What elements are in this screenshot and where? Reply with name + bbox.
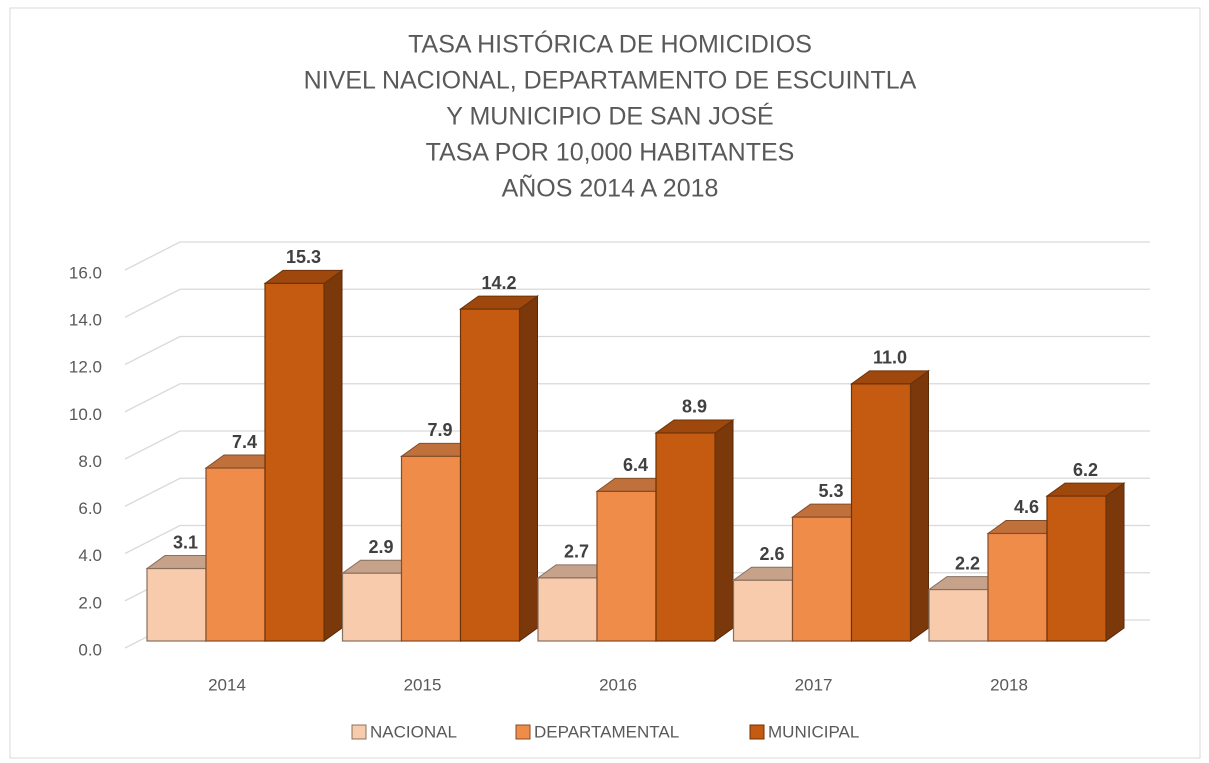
data-label: 4.6 [1014,497,1039,517]
bar-side [323,269,343,642]
bar-side [1105,482,1125,642]
bar [341,572,403,642]
y-tick-label: 2.0 [78,593,102,612]
bar [459,308,521,642]
data-label: 8.9 [682,397,707,417]
grid-line [124,241,1150,271]
grid-line [124,430,1150,460]
legend-label: MUNICIPAL [768,722,859,741]
x-tick-label: 2017 [795,675,833,694]
data-label: 15.3 [286,247,321,267]
legend-label: NACIONAL [370,722,457,741]
data-label: 5.3 [818,481,843,501]
bar-side [910,369,929,642]
bar [146,567,207,642]
bar [655,432,716,642]
bar [596,490,657,642]
x-tick-label: 2014 [208,675,246,694]
data-label: 3.1 [173,532,198,552]
y-tick-label: 6.0 [78,499,102,518]
data-label: 14.2 [481,273,516,293]
data-label: 11.0 [873,348,907,368]
chart-title: Y MUNICIPIO DE SAN JOSÉ [446,102,773,131]
bar-side [714,418,734,642]
data-label: 2.2 [955,553,980,573]
x-tick-label: 2015 [404,675,442,694]
y-tick-label: 4.0 [78,546,102,565]
bar [928,588,989,642]
chart-title: TASA HISTÓRICA DE HOMICIDIOS [408,30,812,59]
y-tick-label: 0.0 [78,640,102,659]
bar [537,577,598,642]
data-label: 7.4 [232,432,257,452]
data-label: 2.7 [564,542,589,562]
bar [987,532,1048,642]
grid-line [124,335,1150,366]
bar [205,467,266,642]
chart-title: AÑOS 2014 A 2018 [502,174,719,203]
chart-title: TASA POR 10,000 HABITANTES [426,139,795,167]
bar [400,455,462,642]
bar [850,383,912,642]
bar-side [519,295,538,642]
y-tick-label: 12.0 [69,358,102,377]
legend-label: DEPARTAMENTAL [534,722,679,741]
bar [732,579,794,642]
data-label: 2.9 [368,537,393,557]
chart-title: NIVEL NACIONAL, DEPARTAMENTO DE ESCUINTL… [304,67,917,95]
data-label: 7.9 [427,420,452,440]
x-tick-label: 2016 [599,675,637,694]
data-label: 6.2 [1073,460,1098,480]
legend-swatch [749,724,765,740]
legend-swatch [351,724,367,740]
grid-line [124,477,1150,507]
x-tick-label: 2018 [990,675,1028,694]
bar [791,516,853,642]
y-tick-label: 16.0 [69,263,102,282]
y-tick-label: 10.0 [69,405,102,424]
data-label: 2.6 [759,544,784,564]
y-tick-label: 14.0 [69,311,102,330]
data-label: 6.4 [623,455,648,475]
bar [264,282,325,642]
bar [1046,495,1107,642]
grid-line [124,383,1150,413]
legend-swatch [515,724,531,740]
grid-line [124,288,1150,318]
y-tick-label: 8.0 [78,452,102,471]
